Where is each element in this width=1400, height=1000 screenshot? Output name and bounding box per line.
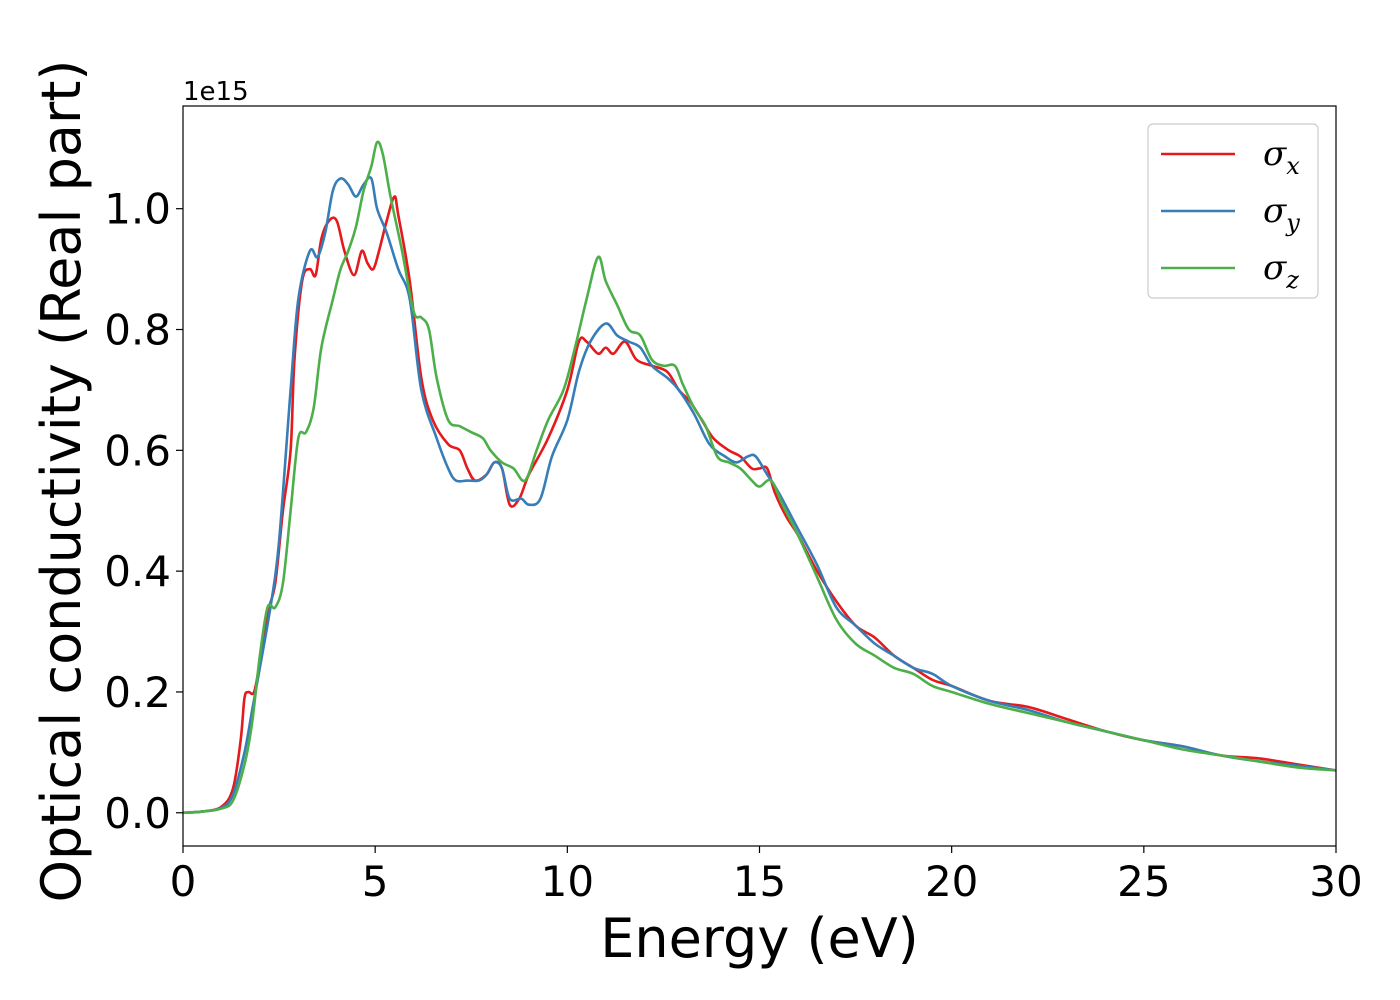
- series-line-y: [183, 176, 1336, 815]
- x-tick-label: 10: [541, 857, 594, 906]
- y-tick-label: 0.2: [104, 668, 171, 717]
- legend-label-z: σz: [1263, 248, 1299, 294]
- series-line-x: [183, 195, 1336, 815]
- x-tick-label: 30: [1309, 857, 1362, 906]
- y-axis-ticks: 0.0 0.2 0.4 0.6 0.8 1.0: [104, 185, 183, 838]
- x-tick-label: 25: [1117, 857, 1170, 906]
- series-line-z: [183, 140, 1336, 815]
- plot-lines: [183, 140, 1336, 815]
- x-tick-label: 5: [362, 857, 389, 906]
- legend-label-x: σx: [1263, 134, 1300, 180]
- y-tick-label: 0.8: [104, 306, 171, 355]
- x-tick-label: 20: [925, 857, 978, 906]
- y-offset-label: 1e15: [183, 77, 249, 107]
- legend: σx σy σz: [1147, 123, 1319, 299]
- x-axis-ticks: 0 5 10 15 20 25 30: [170, 846, 1363, 906]
- y-tick-label: 1.0: [104, 185, 171, 234]
- y-tick-label: 0.6: [104, 426, 171, 475]
- y-tick-label: 0.4: [104, 547, 171, 596]
- y-axis-label: Optical conductivity (Real part): [30, 60, 93, 903]
- x-tick-label: 0: [170, 857, 197, 906]
- legend-label-y: σy: [1263, 191, 1300, 237]
- x-tick-label: 15: [733, 857, 786, 906]
- y-tick-label: 0.0: [104, 789, 171, 838]
- x-axis-label: Energy (eV): [600, 907, 919, 970]
